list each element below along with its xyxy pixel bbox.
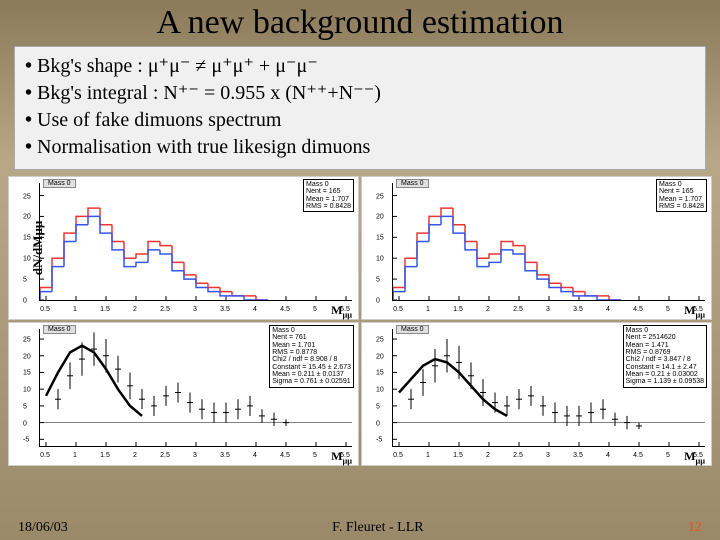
x-tick: 4 xyxy=(253,452,257,459)
y-tick: 15 xyxy=(376,235,384,242)
x-tick: 4.5 xyxy=(280,306,290,313)
plot-area xyxy=(392,329,705,447)
y-tick: 0 xyxy=(376,420,380,427)
bullet-item: Bkg's integral : N⁺⁻ = 0.955 x (N⁺⁺+N⁻⁻) xyxy=(25,80,695,107)
y-tick: 20 xyxy=(23,353,31,360)
x-tick: 3 xyxy=(193,306,197,313)
x-tick: 5 xyxy=(666,306,670,313)
x-tick: 3.5 xyxy=(220,306,230,313)
x-tick: 2.5 xyxy=(513,306,523,313)
x-tick: 3 xyxy=(193,452,197,459)
x-tick: 4.5 xyxy=(280,452,290,459)
x-tick: 4 xyxy=(253,306,257,313)
plot-area xyxy=(39,329,352,447)
y-tick: -5 xyxy=(23,437,29,444)
x-tick: 5.5 xyxy=(693,452,703,459)
x-tick: 5 xyxy=(666,452,670,459)
y-tick: 25 xyxy=(376,193,384,200)
x-tick: 5 xyxy=(313,306,317,313)
x-tick: 2 xyxy=(133,452,137,459)
x-tick: 1.5 xyxy=(453,306,463,313)
footer-date: 18/06/03 xyxy=(18,520,68,536)
x-tick: 1.5 xyxy=(453,452,463,459)
y-tick: -5 xyxy=(376,437,382,444)
x-tick: 5.5 xyxy=(340,306,350,313)
y-tick: 15 xyxy=(376,370,384,377)
bullet-item: Bkg's shape : μ⁺μ⁻ ≠ μ⁺μ⁺ + μ⁻μ⁻ xyxy=(25,53,695,80)
x-tick: 3.5 xyxy=(573,452,583,459)
footer-page: 12 xyxy=(688,520,702,536)
y-tick: 10 xyxy=(376,256,384,263)
x-tick: 1 xyxy=(73,306,77,313)
x-tick: 5 xyxy=(313,452,317,459)
x-tick: 3.5 xyxy=(573,306,583,313)
x-tick: 4.5 xyxy=(633,306,643,313)
x-tick: 1 xyxy=(426,306,430,313)
plot-area xyxy=(392,183,705,301)
x-tick: 3 xyxy=(546,452,550,459)
y-tick: 10 xyxy=(23,256,31,263)
y-tick: 10 xyxy=(23,387,31,394)
x-tick: 0.5 xyxy=(40,452,50,459)
x-tick: 2 xyxy=(486,452,490,459)
y-tick: 5 xyxy=(376,277,380,284)
x-tick: 2.5 xyxy=(513,452,523,459)
y-tick: 15 xyxy=(23,370,31,377)
y-tick: 0 xyxy=(23,298,27,305)
x-tick: 0.5 xyxy=(393,306,403,313)
x-tick: 2 xyxy=(486,306,490,313)
page-title: A new background estimation xyxy=(0,0,720,44)
y-tick: 20 xyxy=(23,214,31,221)
y-tick: 25 xyxy=(23,337,31,344)
bullet-item: Normalisation with true likesign dimuons xyxy=(25,134,695,161)
x-tick: 2.5 xyxy=(160,452,170,459)
x-tick: 5.5 xyxy=(693,306,703,313)
footer-center: F. Fleuret - LLR xyxy=(332,520,423,536)
y-tick: 0 xyxy=(23,420,27,427)
bullets-box: Bkg's shape : μ⁺μ⁻ ≠ μ⁺μ⁺ + μ⁻μ⁻ Bkg's i… xyxy=(14,46,706,170)
panel-top-left: dN/dMμμ Mass 0Mass 0Nent = 165Mean = 1.7… xyxy=(8,176,359,320)
plot-area xyxy=(39,183,352,301)
y-tick: 0 xyxy=(376,298,380,305)
x-tick: 3.5 xyxy=(220,452,230,459)
x-tick: 4 xyxy=(606,306,610,313)
footer: 18/06/03 F. Fleuret - LLR 12 xyxy=(0,520,720,536)
x-tick: 2.5 xyxy=(160,306,170,313)
x-tick: 1 xyxy=(426,452,430,459)
x-tick: 5.5 xyxy=(340,452,350,459)
y-tick: 25 xyxy=(23,193,31,200)
x-tick: 0.5 xyxy=(40,306,50,313)
panel-top-right: Mass 0Mass 0Nent = 165Mean = 1.707RMS = … xyxy=(361,176,712,320)
x-tick: 3 xyxy=(546,306,550,313)
y-tick: 5 xyxy=(23,277,27,284)
y-tick: 5 xyxy=(23,403,27,410)
y-tick: 25 xyxy=(376,337,384,344)
x-tick: 4 xyxy=(606,452,610,459)
x-tick: 1.5 xyxy=(100,306,110,313)
x-tick: 0.5 xyxy=(393,452,403,459)
y-tick: 15 xyxy=(23,235,31,242)
x-tick: 2 xyxy=(133,306,137,313)
y-tick: 20 xyxy=(376,353,384,360)
y-tick: 20 xyxy=(376,214,384,221)
y-tick: 10 xyxy=(376,387,384,394)
charts-grid: dN/dMμμ Mass 0Mass 0Nent = 165Mean = 1.7… xyxy=(8,176,712,466)
x-tick: 4.5 xyxy=(633,452,643,459)
x-tick: 1 xyxy=(73,452,77,459)
panel-bottom-right: Mass 0Mass 0Nent = 2514620Mean = 1.471RM… xyxy=(361,322,712,466)
x-tick: 1.5 xyxy=(100,452,110,459)
y-tick: 5 xyxy=(376,403,380,410)
bullet-item: Use of fake dimuons spectrum xyxy=(25,107,695,134)
panel-bottom-left: Mass 0Mass 0Nent = 761Mean = 1.701RMS = … xyxy=(8,322,359,466)
